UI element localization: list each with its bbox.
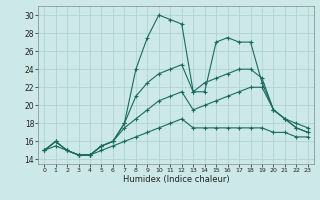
X-axis label: Humidex (Indice chaleur): Humidex (Indice chaleur) (123, 175, 229, 184)
